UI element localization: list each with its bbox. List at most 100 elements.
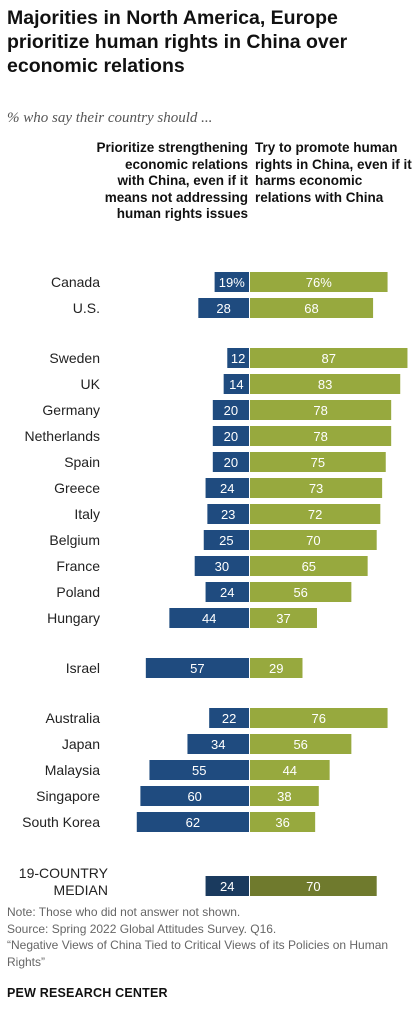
bar-economic-israel <box>145 658 249 678</box>
bar-rights-singapore <box>250 786 319 806</box>
value-label-economic-south-korea: 62 <box>186 815 200 830</box>
bar-economic-australia <box>209 708 249 728</box>
pew-logo-text: PEW RESEARCH CENTER <box>7 986 168 1000</box>
bar-economic-south-korea <box>136 812 249 832</box>
bar-economic-uk <box>223 374 249 394</box>
chart-subtitle: % who say their country should ... <box>7 110 213 126</box>
value-label-economic-sweden: 12 <box>231 351 245 366</box>
row-label-japan: Japan <box>62 736 100 752</box>
bar-economic-malaysia <box>149 760 249 780</box>
bar-rights-hungary <box>250 608 317 628</box>
report-title-text: “Negative Views of China Tied to Critica… <box>7 938 389 969</box>
row-label-germany: Germany <box>42 402 100 418</box>
row-label-greece: Greece <box>54 480 100 496</box>
value-label-rights-belgium: 70 <box>306 533 320 548</box>
value-label-rights-south-korea: 36 <box>275 815 289 830</box>
value-label-economic-poland: 24 <box>220 585 234 600</box>
value-label-economic-israel: 57 <box>190 661 204 676</box>
value-label-rights-netherlands: 78 <box>313 429 327 444</box>
bar-rights-malaysia <box>250 760 330 780</box>
value-label-economic-singapore: 60 <box>187 789 201 804</box>
bar-economic-france <box>194 556 249 576</box>
bar-rights-spain <box>250 452 386 472</box>
value-label-rights-u-s: 68 <box>304 301 318 316</box>
value-label-rights-hungary: 37 <box>276 611 290 626</box>
bar-rights-belgium <box>250 530 377 550</box>
value-label-economic-canada: 19% <box>219 275 245 290</box>
bar-economic-netherlands <box>212 426 249 446</box>
row-label-sweden: Sweden <box>49 350 100 366</box>
value-label-rights-japan: 56 <box>293 737 307 752</box>
bar-rights-uk <box>250 374 401 394</box>
value-label-economic-japan: 34 <box>211 737 225 752</box>
value-label-economic-u-s: 28 <box>216 301 230 316</box>
value-label-rights-spain: 75 <box>311 455 325 470</box>
bar-rights-south-korea <box>250 812 316 832</box>
row-label-australia: Australia <box>46 710 101 726</box>
bar-rights-canada <box>250 272 388 292</box>
value-label-rights-israel: 29 <box>269 661 283 676</box>
bar-economic-singapore <box>140 786 249 806</box>
bar-rights-australia <box>250 708 388 728</box>
row-label-canada: Canada <box>51 274 100 290</box>
row-label-israel: Israel <box>66 660 100 676</box>
row-label-spain: Spain <box>64 454 100 470</box>
row-label-south-korea: South Korea <box>22 814 100 830</box>
value-label-rights-sweden: 87 <box>322 351 336 366</box>
column-header-economic: Prioritize strengthening economic relati… <box>96 140 248 222</box>
value-label-rights-singapore: 38 <box>277 789 291 804</box>
value-label-economic-hungary: 44 <box>202 611 216 626</box>
value-label-rights-poland: 56 <box>293 585 307 600</box>
bar-economic-greece <box>205 478 249 498</box>
bar-rights-germany <box>250 400 392 420</box>
value-label-rights-france: 65 <box>302 559 316 574</box>
bar-rights-israel <box>250 658 303 678</box>
bar-economic-belgium <box>203 530 249 550</box>
bar-rights-poland <box>250 582 352 602</box>
column-header-rights: Try to promote human rights in China, ev… <box>255 140 412 205</box>
bar-economic-19-country-median <box>205 876 249 896</box>
row-label-netherlands: Netherlands <box>25 428 101 444</box>
bar-economic-u-s <box>198 298 249 318</box>
row-label-uk: UK <box>81 376 101 392</box>
notes-block: Note: Those who did not answer not shown… <box>7 904 417 970</box>
bar-economic-poland <box>205 582 249 602</box>
row-label-france: France <box>56 558 100 574</box>
bar-rights-japan <box>250 734 352 754</box>
note-text: Note: Those who did not answer not shown… <box>7 905 241 919</box>
row-label-poland: Poland <box>56 584 100 600</box>
bar-economic-canada <box>214 272 249 292</box>
value-label-economic-greece: 24 <box>220 481 234 496</box>
value-label-rights-greece: 73 <box>309 481 323 496</box>
value-label-economic-australia: 22 <box>222 711 236 726</box>
value-label-economic-italy: 23 <box>221 507 235 522</box>
value-label-economic-france: 30 <box>215 559 229 574</box>
bar-economic-hungary <box>169 608 249 628</box>
bar-rights-netherlands <box>250 426 392 446</box>
value-label-rights-canada: 76% <box>306 275 332 290</box>
value-label-rights-italy: 72 <box>308 507 322 522</box>
bar-economic-italy <box>207 504 249 524</box>
row-label-u-s: U.S. <box>73 300 100 316</box>
value-label-rights-uk: 83 <box>318 377 332 392</box>
source-text: Source: Spring 2022 Global Attitudes Sur… <box>7 921 277 936</box>
row-label-malaysia: Malaysia <box>45 762 100 778</box>
row-label-19-country-median: 19-COUNTRY MEDIAN <box>19 865 109 898</box>
bar-rights-italy <box>250 504 381 524</box>
bar-rights-greece <box>250 478 383 498</box>
diverging-bar-chart: 19% 76% Canada 28 68 U.S. 12 87 Sweden 14 83 UK 20 78… <box>19 272 408 898</box>
value-label-economic-netherlands: 20 <box>224 429 238 444</box>
bar-rights-u-s <box>250 298 374 318</box>
bar-economic-sweden <box>227 348 249 368</box>
value-label-rights-germany: 78 <box>313 403 327 418</box>
row-label-hungary: Hungary <box>47 610 100 626</box>
value-label-economic-germany: 20 <box>224 403 238 418</box>
chart-title: Majorities in North America, Europe prio… <box>7 7 348 77</box>
value-label-rights-malaysia: 44 <box>283 763 297 778</box>
value-label-rights-australia: 76 <box>312 711 326 726</box>
bar-economic-japan <box>187 734 249 754</box>
bar-economic-spain <box>212 452 249 472</box>
value-label-economic-uk: 14 <box>229 377 243 392</box>
row-label-singapore: Singapore <box>36 788 100 804</box>
bar-rights-19-country-median <box>250 876 377 896</box>
